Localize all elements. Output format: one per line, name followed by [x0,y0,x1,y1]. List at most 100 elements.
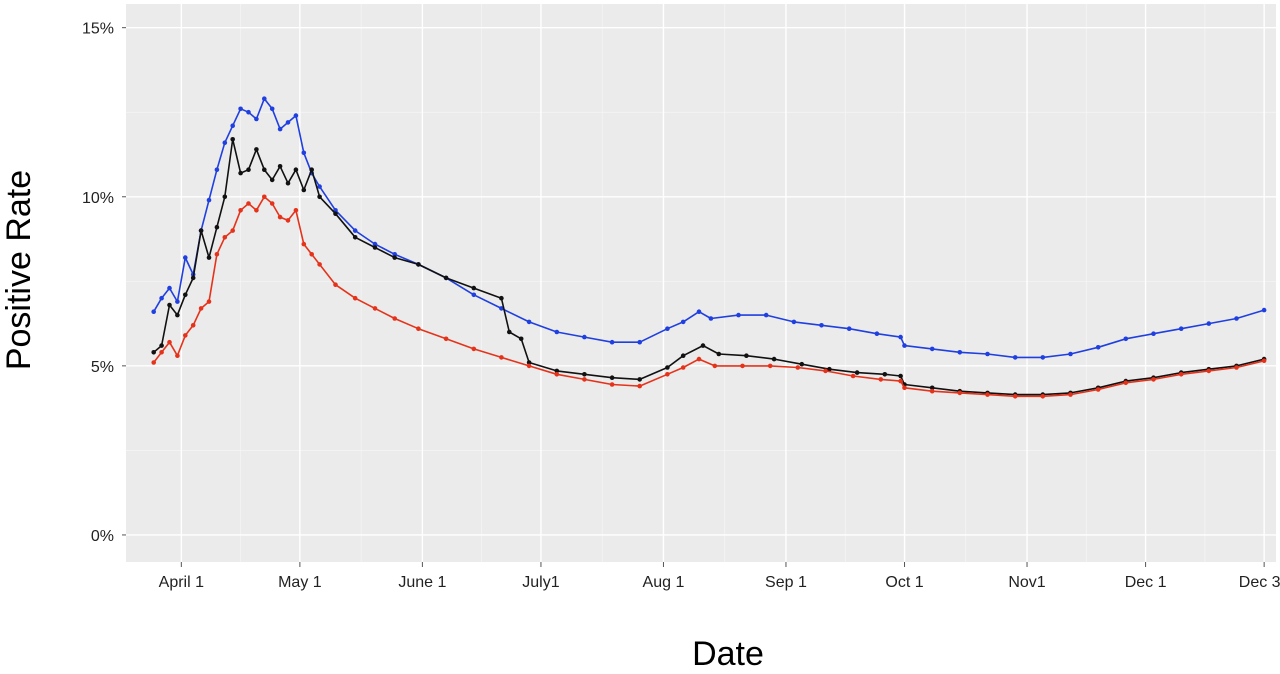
data-point [214,224,220,230]
data-point [1095,387,1101,392]
data-point [471,285,477,291]
data-point [471,346,477,352]
x-tick-label: Oct 1 [885,574,923,591]
data-point [1234,365,1239,370]
data-point [827,366,832,372]
data-point [293,113,299,118]
data-point [1151,377,1156,382]
y-axis-ticks: 0% 5% 10% 15% [82,21,126,545]
x-tick-label: Dec 31 [1239,574,1280,591]
data-point [1206,368,1212,374]
data-point [1123,380,1129,386]
data-point [246,109,251,115]
data-point [262,194,267,200]
data-point [238,106,243,112]
data-point [1178,326,1184,332]
data-point [582,377,587,382]
data-point [665,326,670,332]
series-3 [151,194,1267,399]
data-point [499,295,504,301]
data-point [309,167,315,172]
data-point [665,372,670,377]
data-point [317,262,322,267]
data-point [1261,307,1267,313]
data-point [230,228,235,233]
data-point [214,167,220,172]
data-point [333,211,338,216]
data-point [1206,321,1212,326]
data-point [269,201,275,206]
data-point [1151,331,1156,337]
data-point [352,228,358,233]
data-point [372,245,378,250]
data-point [846,326,852,332]
data-point [167,302,172,308]
data-point [957,390,963,396]
data-point [190,323,196,328]
data-point [471,292,477,298]
data-point [372,306,378,311]
data-point [352,235,358,240]
data-point [680,365,686,370]
x-tick-label: Sep 1 [765,574,807,591]
data-point [175,353,180,359]
data-point [716,351,722,357]
data-point [763,312,769,318]
data-point [819,323,824,328]
data-point [582,372,587,377]
data-point [823,368,828,374]
data-point [526,363,532,369]
data-point [293,167,299,172]
x-axis-ticks: April 1 May 1 June 1 July1 Aug 1 Sep 1 Oct 1 No… [159,562,1280,591]
data-point [293,208,299,213]
data-point [902,385,907,391]
data-point [1040,355,1046,360]
data-point [499,355,504,360]
data-point [878,377,884,382]
data-point [518,336,524,342]
data-point [285,218,291,223]
data-point [665,365,670,370]
data-point [554,329,560,335]
data-point [929,385,935,391]
x-tick-label: July1 [522,574,559,591]
data-point [392,255,398,260]
data-point [929,346,935,352]
data-point [159,350,164,355]
data-point [898,373,903,379]
data-point [352,295,358,301]
y-tick-label: 0% [91,528,114,545]
data-point [214,252,220,257]
data-point [222,235,228,240]
data-point [206,197,212,203]
data-point [262,96,267,101]
data-point [1095,345,1101,350]
data-point [392,316,398,321]
data-point [554,368,560,374]
data-point [254,208,259,213]
y-tick-label: 5% [91,359,114,376]
x-tick-label: May 1 [278,574,322,591]
data-point [874,331,880,337]
data-point [696,309,702,315]
data-point [183,292,188,298]
data-point [183,255,188,260]
x-tick-label: April 1 [159,574,204,591]
data-point [151,350,156,355]
data-point [795,365,801,370]
data-point [1123,336,1129,342]
data-point [198,228,204,233]
data-point [526,360,532,365]
x-tick-label: Nov1 [1008,574,1045,591]
data-point [1012,394,1018,399]
data-point [736,312,741,318]
data-point [499,306,504,311]
data-point [799,361,805,367]
series-1 [151,96,1267,360]
data-point [254,147,259,152]
data-point [416,262,421,267]
data-point [680,353,686,359]
data-point [882,372,888,377]
data-point [1068,351,1073,357]
